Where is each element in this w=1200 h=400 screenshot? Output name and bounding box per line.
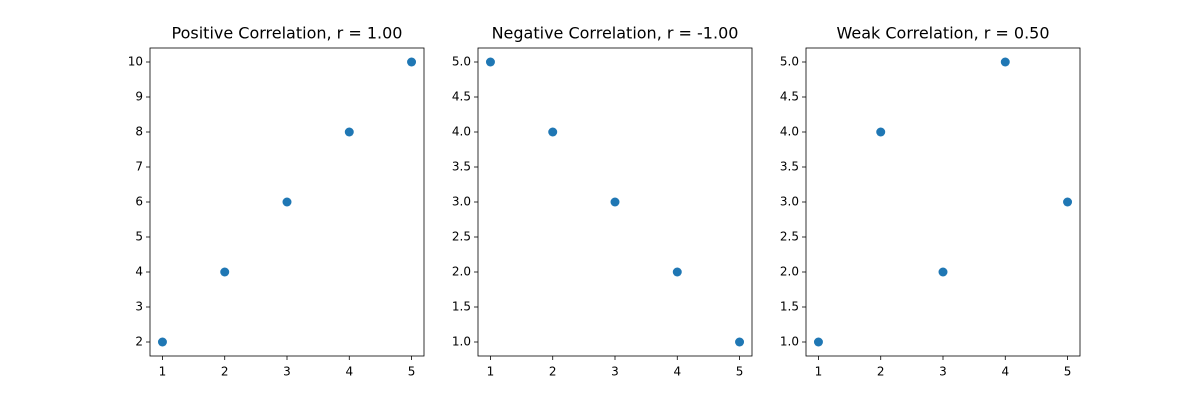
y-tick-label: 2: [135, 335, 143, 349]
y-tick-label: 3.5: [452, 160, 471, 174]
y-tick-label: 1.5: [452, 300, 471, 314]
x-tick-label: 4: [1001, 365, 1009, 379]
y-tick-label: 1.5: [780, 300, 799, 314]
x-tick-label: 1: [815, 365, 823, 379]
y-tick-label: 8: [135, 125, 143, 139]
y-tick-label: 3.0: [452, 195, 471, 209]
scatter-point: [220, 267, 230, 277]
y-tick-label: 4: [135, 265, 143, 279]
y-tick-label: 1.0: [780, 335, 799, 349]
x-tick-label: 5: [736, 365, 744, 379]
scatter-point: [735, 337, 745, 347]
scatter-point: [1000, 57, 1010, 67]
scatter-point: [610, 197, 620, 207]
x-tick-label: 3: [283, 365, 291, 379]
y-tick-label: 4.0: [452, 125, 471, 139]
y-tick-label: 10: [128, 55, 143, 69]
scatter-point: [485, 57, 495, 67]
x-tick-label: 1: [159, 365, 167, 379]
y-tick-label: 6: [135, 195, 143, 209]
x-tick-label: 5: [1064, 365, 1072, 379]
scatter-point: [813, 337, 823, 347]
x-tick-label: 2: [549, 365, 557, 379]
scatter-point: [157, 337, 167, 347]
y-tick-label: 5: [135, 230, 143, 244]
y-tick-label: 3: [135, 300, 143, 314]
y-tick-label: 2.0: [780, 265, 799, 279]
x-tick-label: 4: [673, 365, 681, 379]
scatter-point: [282, 197, 292, 207]
x-tick-label: 1: [487, 365, 495, 379]
scatter-point: [1063, 197, 1073, 207]
x-tick-label: 2: [221, 365, 229, 379]
scatter-point: [548, 127, 558, 137]
x-tick-label: 4: [345, 365, 353, 379]
y-tick-label: 4.5: [452, 90, 471, 104]
y-tick-label: 2.0: [452, 265, 471, 279]
scatter-point: [407, 57, 417, 67]
y-tick-label: 3.5: [780, 160, 799, 174]
y-tick-label: 1.0: [452, 335, 471, 349]
y-tick-label: 5.0: [452, 55, 471, 69]
x-tick-label: 5: [408, 365, 416, 379]
chart-title: Weak Correlation, r = 0.50: [836, 24, 1049, 43]
x-tick-label: 2: [877, 365, 885, 379]
y-tick-label: 3.0: [780, 195, 799, 209]
scatter-point: [938, 267, 948, 277]
y-tick-label: 9: [135, 90, 143, 104]
axes-frame: [805, 47, 1081, 357]
y-tick-label: 4.5: [780, 90, 799, 104]
chart-title: Negative Correlation, r = -1.00: [492, 24, 739, 43]
x-tick-label: 3: [611, 365, 619, 379]
y-tick-label: 5.0: [780, 55, 799, 69]
scatter-point: [876, 127, 886, 137]
chart-title: Positive Correlation, r = 1.00: [172, 24, 403, 43]
y-tick-label: 4.0: [780, 125, 799, 139]
y-tick-label: 2.5: [452, 230, 471, 244]
x-tick-label: 3: [939, 365, 947, 379]
scatter-point: [344, 127, 354, 137]
y-tick-label: 2.5: [780, 230, 799, 244]
scatter-point: [672, 267, 682, 277]
y-tick-label: 7: [135, 160, 143, 174]
